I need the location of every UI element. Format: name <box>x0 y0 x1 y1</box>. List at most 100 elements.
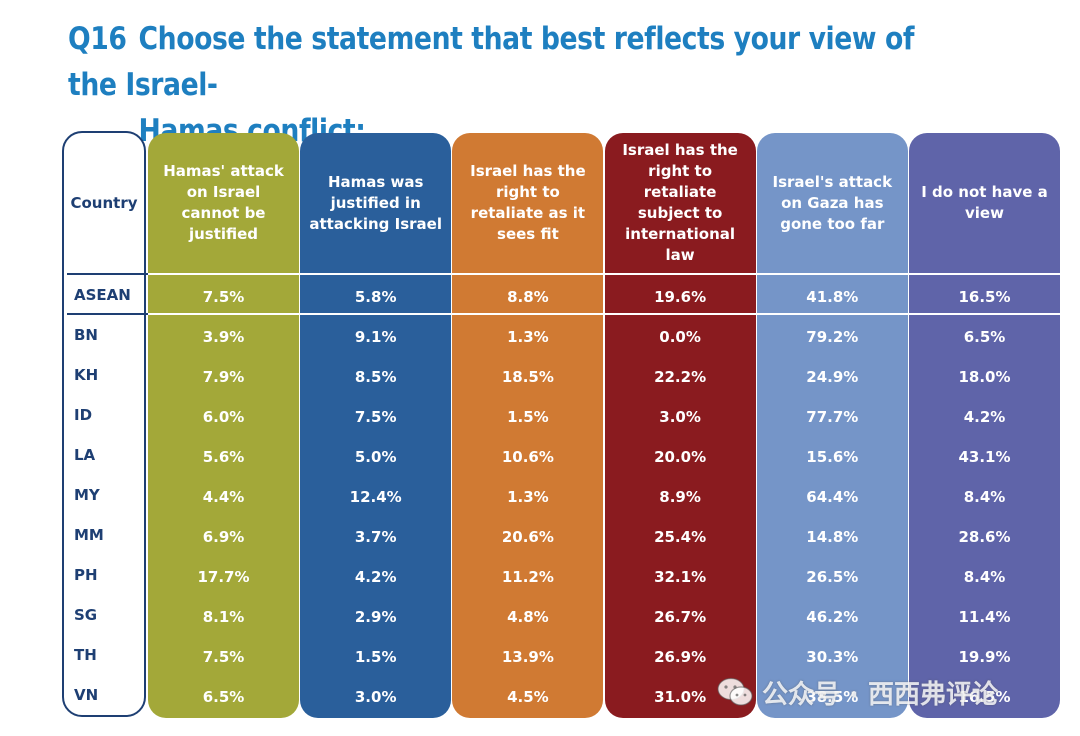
value-cell: 8.8% <box>507 288 549 306</box>
value-cell: 3.9% <box>202 328 245 346</box>
value-cell: 3.0% <box>354 688 397 706</box>
value-cell: 77.7% <box>806 408 859 426</box>
value-cell: 8.9% <box>659 488 701 506</box>
value-cell: 3.0% <box>659 408 701 426</box>
value-cell: 4.8% <box>507 608 549 626</box>
value-cell: 9.1% <box>354 328 397 346</box>
value-cell: 22.2% <box>654 368 707 386</box>
value-cell: 5.8% <box>354 288 397 306</box>
value-cell: 4.4% <box>202 488 245 506</box>
value-cell: 26.5% <box>806 568 859 586</box>
country-label: SG <box>74 606 98 624</box>
value-cell: 8.4% <box>963 568 1006 586</box>
value-cell: 79.2% <box>806 328 859 346</box>
value-cell: 16.5% <box>958 288 1011 306</box>
value-cell: 8.1% <box>202 608 245 626</box>
country-label: MM <box>74 526 104 544</box>
value-cell: 26.7% <box>654 608 707 626</box>
value-cell: 8.4% <box>963 488 1006 506</box>
question-number: Q16 <box>68 21 127 57</box>
value-cell: 38.5% <box>806 688 859 706</box>
value-cell: 19.6% <box>654 288 707 306</box>
wechat-icon <box>717 677 753 706</box>
column-3: Israel has the right to retaliate as it … <box>452 133 604 718</box>
value-cell: 25.4% <box>654 528 707 546</box>
value-cell: 20.6% <box>501 528 554 546</box>
country-aggregate-divider <box>67 313 148 315</box>
value-cell: 15.6% <box>806 448 859 466</box>
value-cell: 46.2% <box>806 608 859 626</box>
country-header: Country <box>70 194 138 212</box>
column-1: Hamas' attack on Israel cannot be justif… <box>148 133 299 718</box>
column-header: Hamas' attack on Israel cannot be justif… <box>163 162 284 243</box>
value-cell: 5.6% <box>202 448 245 466</box>
value-cell: 7.5% <box>202 648 245 666</box>
country-header-divider <box>67 273 148 275</box>
value-cell: 2.9% <box>354 608 397 626</box>
value-cell: 19.9% <box>958 648 1011 666</box>
country-label: LA <box>74 446 96 464</box>
country-label: PH <box>74 566 98 584</box>
column-header: Israel has the right to retaliate subjec… <box>622 141 738 264</box>
watermark-text: 公众号 · 西西弗评论 <box>762 679 998 710</box>
value-cell: 13.9% <box>501 648 554 666</box>
aggregate-divider <box>148 313 1060 315</box>
value-cell: 1.3% <box>507 488 549 506</box>
column-2: Hamas was justified in attacking Israel 5… <box>300 133 452 718</box>
value-cell: 4.2% <box>354 568 397 586</box>
value-cell: 14.8% <box>806 528 859 546</box>
value-cell: 8.5% <box>354 368 397 386</box>
header-divider <box>148 273 1060 275</box>
value-cell: 4.5% <box>507 688 549 706</box>
value-cell: 1.5% <box>354 648 397 666</box>
column-6: I do not have a view 16.5% 6.5% 18.0% 4.2% 43… <box>909 133 1060 718</box>
column-header: Israel has the right to retaliate as it … <box>470 162 586 243</box>
watermark: 公众号 · 西西弗评论 <box>716 672 998 712</box>
value-cell: 11.4% <box>958 608 1011 626</box>
value-cell: 20.0% <box>654 448 707 466</box>
value-cell: 43.1% <box>958 448 1011 466</box>
value-cell: 17.7% <box>197 568 250 586</box>
value-cell: 4.2% <box>963 408 1006 426</box>
value-cell: 30.3% <box>806 648 859 666</box>
value-cell: 0.0% <box>659 328 701 346</box>
column-4: Israel has the right to retaliate subjec… <box>604 133 756 718</box>
value-cell: 6.9% <box>202 528 245 546</box>
value-cell: 1.5% <box>507 408 549 426</box>
value-cell: 16.5% <box>958 688 1011 706</box>
value-cell: 10.6% <box>501 448 554 466</box>
value-cell: 32.1% <box>654 568 707 586</box>
country-label: ASEAN <box>74 286 131 304</box>
column-header: Hamas was justified in attacking Israel <box>309 172 442 233</box>
country-label: ID <box>74 406 93 424</box>
country-label: MY <box>74 486 100 504</box>
value-cell: 6.5% <box>202 688 245 706</box>
column-5: Israel's attack on Gaza has gone too far… <box>756 133 908 718</box>
country-column: Country ASEAN BN KH ID LA MY MM PH SG TH VN <box>62 131 146 717</box>
results-table: Country ASEAN BN KH ID LA MY MM PH SG TH VN Hamas'… <box>62 131 1064 719</box>
value-cell: 41.8% <box>806 288 859 306</box>
value-cell: 6.5% <box>963 328 1006 346</box>
value-cell: 7.5% <box>354 408 397 426</box>
value-cell: 64.4% <box>806 488 859 506</box>
value-cell: 31.0% <box>654 688 707 706</box>
country-label: KH <box>74 366 99 384</box>
value-cell: 7.5% <box>202 288 245 306</box>
value-cell: 12.4% <box>349 488 402 506</box>
value-cell: 6.0% <box>202 408 245 426</box>
value-cell: 18.0% <box>958 368 1011 386</box>
value-cell: 26.9% <box>654 648 707 666</box>
value-cell: 18.5% <box>501 368 554 386</box>
value-cell: 3.7% <box>354 528 397 546</box>
value-cell: 1.3% <box>507 328 549 346</box>
column-header: Israel's attack on Gaza has gone too far <box>772 172 893 233</box>
value-cell: 24.9% <box>806 368 859 386</box>
value-cell: 11.2% <box>501 568 554 586</box>
value-cell: 5.0% <box>354 448 397 466</box>
title-line-1: Q16 Choose the statement that best reflec… <box>68 16 919 108</box>
question-text-line-1: Choose the statement that best reflects … <box>68 21 915 103</box>
country-label: TH <box>74 646 97 664</box>
column-header: I do not have a view <box>921 183 1048 222</box>
country-label: VN <box>74 686 99 704</box>
country-label: BN <box>74 326 98 344</box>
